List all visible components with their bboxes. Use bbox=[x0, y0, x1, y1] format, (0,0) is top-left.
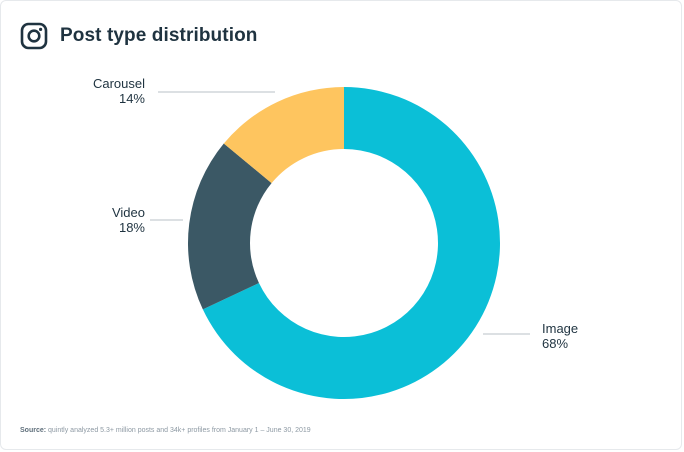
slice-video bbox=[188, 143, 272, 310]
slice-value-video: 18% bbox=[119, 220, 145, 235]
slice-label-video: Video bbox=[112, 205, 145, 220]
instagram-icon bbox=[20, 22, 48, 50]
chart-header: Post type distribution bbox=[20, 22, 257, 50]
page-title: Post type distribution bbox=[60, 25, 258, 46]
slice-image bbox=[202, 87, 500, 399]
slice-value-image: 68% bbox=[542, 336, 568, 351]
source-text: quintly analyzed 5.3+ million posts and … bbox=[46, 427, 311, 434]
slice-carousel bbox=[223, 87, 344, 184]
slice-label-carousel: Carousel bbox=[93, 76, 145, 91]
slice-value-carousel: 14% bbox=[119, 91, 145, 106]
source-note: Source: quintly analyzed 5.3+ million po… bbox=[20, 427, 311, 434]
source-label: Source: bbox=[20, 427, 47, 434]
slice-label-image: Image bbox=[542, 321, 578, 336]
